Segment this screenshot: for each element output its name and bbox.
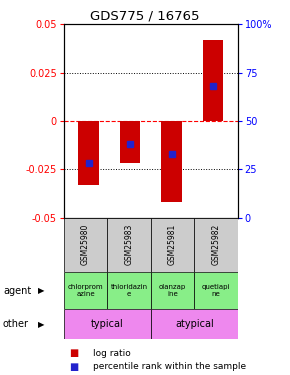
Bar xyxy=(107,272,151,309)
Text: agent: agent xyxy=(3,286,31,296)
Text: log ratio: log ratio xyxy=(93,349,130,358)
Text: typical: typical xyxy=(91,320,124,329)
Text: atypical: atypical xyxy=(175,320,214,329)
Text: ■: ■ xyxy=(70,348,79,358)
Text: quetiapi
ne: quetiapi ne xyxy=(202,284,230,297)
Bar xyxy=(120,121,140,164)
Bar xyxy=(64,217,107,272)
Bar xyxy=(151,217,194,272)
Bar xyxy=(64,272,107,309)
Text: ▶: ▶ xyxy=(38,320,44,329)
Bar xyxy=(194,272,238,309)
Bar xyxy=(203,40,223,121)
Text: GSM25983: GSM25983 xyxy=(124,224,134,266)
Bar xyxy=(161,121,182,202)
Bar xyxy=(107,217,151,272)
Bar xyxy=(194,217,238,272)
Text: percentile rank within the sample: percentile rank within the sample xyxy=(93,362,246,371)
Bar xyxy=(64,309,151,339)
Text: GSM25982: GSM25982 xyxy=(211,224,221,265)
Text: ▶: ▶ xyxy=(38,286,44,295)
Text: other: other xyxy=(3,320,29,329)
Bar xyxy=(78,121,99,184)
Text: thioridazin
e: thioridazin e xyxy=(110,284,148,297)
Bar xyxy=(151,272,194,309)
Text: GDS775 / 16765: GDS775 / 16765 xyxy=(90,9,200,22)
Text: ■: ■ xyxy=(70,362,79,372)
Text: GSM25980: GSM25980 xyxy=(81,224,90,266)
Bar xyxy=(151,309,238,339)
Text: olanzap
ine: olanzap ine xyxy=(159,284,186,297)
Text: chlorprom
azine: chlorprom azine xyxy=(68,284,103,297)
Text: GSM25981: GSM25981 xyxy=(168,224,177,265)
